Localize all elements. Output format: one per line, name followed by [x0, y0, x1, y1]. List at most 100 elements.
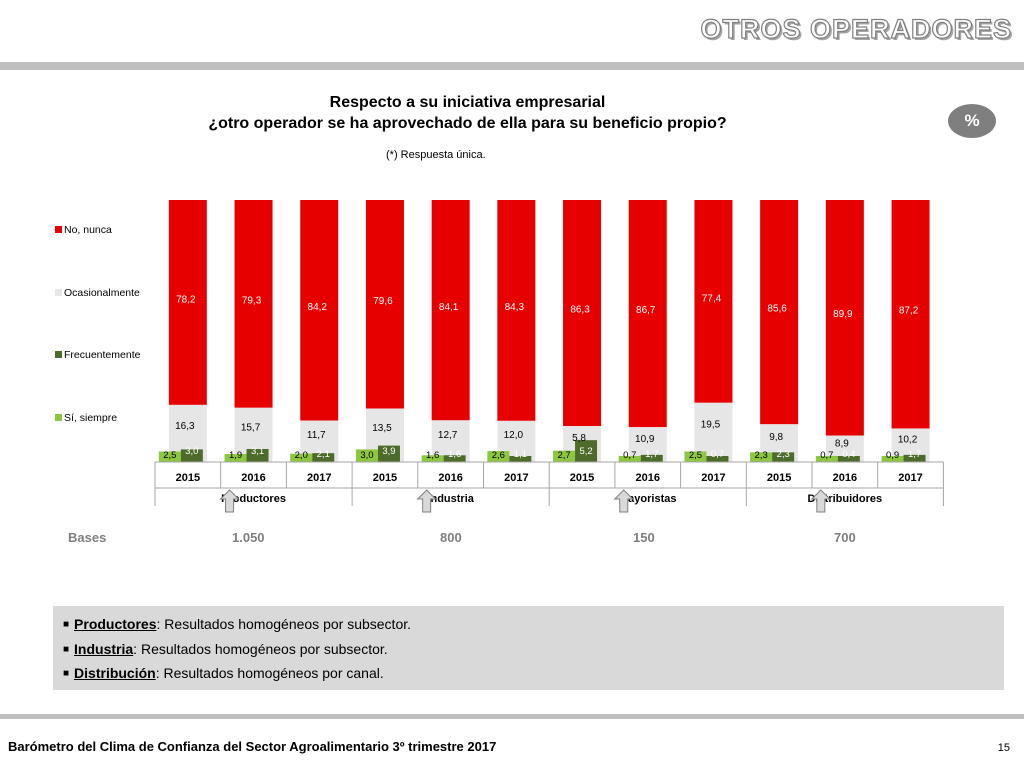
- bullet-icon: ■: [63, 619, 70, 630]
- note-item: ■ Productores: Resultados homogéneos por …: [63, 616, 411, 632]
- bar-frecuentemente: [772, 452, 795, 462]
- bar-si-siempre: [684, 451, 707, 462]
- bar-si-siempre: [355, 449, 378, 462]
- bases-value-industria: 800: [440, 530, 462, 545]
- data-label-si-siempre: 0,7: [820, 450, 833, 461]
- data-label-frecuentemente: 1,7: [908, 449, 921, 460]
- note-title: Industria: [74, 641, 134, 657]
- data-label-si-siempre: 3,0: [360, 450, 373, 461]
- x-tick-year: 2015: [767, 472, 791, 484]
- bar-frecuentemente: [903, 454, 926, 462]
- x-tick-year: 2015: [373, 472, 397, 484]
- data-label-frecuentemente: 2,3: [777, 449, 790, 460]
- up-arrow-icon: [219, 489, 240, 513]
- data-label-ocasionalmente: 10,9: [635, 434, 655, 445]
- bullet-icon: ■: [63, 644, 70, 655]
- note-item: ■ Distribución: Resultados homogéneos por…: [63, 665, 384, 681]
- bar-no-nunca: [168, 200, 207, 405]
- data-label-frecuentemente: 1,7: [645, 449, 658, 460]
- bar-no-nunca: [563, 200, 602, 427]
- bar-no-nunca: [431, 200, 470, 421]
- x-tick-year: 2017: [307, 472, 331, 484]
- note-separator: :: [156, 616, 161, 632]
- bar-si-siempre: [421, 455, 444, 462]
- page-number: 15: [997, 742, 1010, 754]
- data-label-no-nunca: 77,4: [702, 293, 722, 304]
- bar-frecuentemente: [443, 455, 466, 462]
- bar-si-siempre: [553, 450, 576, 462]
- x-tick-year: 2016: [438, 472, 462, 484]
- bar-si-siempre: [487, 451, 510, 462]
- data-label-ocasionalmente: 8,9: [835, 439, 849, 450]
- data-label-ocasionalmente: 12,0: [504, 430, 524, 441]
- notes-box: ■ Productores: Resultados homogéneos por …: [53, 606, 1004, 690]
- data-label-ocasionalmente: 9,8: [769, 432, 783, 443]
- data-label-si-siempre: 2,5: [163, 450, 176, 461]
- legend-label: Frecuentemente: [64, 349, 141, 361]
- data-label-no-nunca: 85,6: [767, 304, 787, 315]
- bar-si-siempre: [158, 451, 181, 462]
- legend-swatch: [55, 351, 62, 358]
- data-label-no-nunca: 86,3: [570, 305, 590, 316]
- data-label-no-nunca: 84,3: [505, 302, 525, 313]
- x-tick-year: 2015: [176, 472, 200, 484]
- chart-title-line2: ¿otro operador se ha aprovechado de ella…: [208, 115, 727, 132]
- legend-label: Sí, siempre: [64, 412, 117, 424]
- data-label-no-nunca: 84,1: [439, 302, 459, 313]
- x-tick-year: 2016: [241, 472, 265, 484]
- footer-text: Barómetro del Clima de Confianza del Sec…: [8, 739, 497, 754]
- x-tick-year: 2017: [504, 472, 528, 484]
- note-text: Resultados homogéneos por subsector.: [137, 641, 388, 657]
- data-label-frecuentemente: 1,6: [448, 449, 461, 460]
- note-item: ■ Industria: Resultados homogéneos por su…: [63, 641, 388, 657]
- bases-value-productores: 1.050: [232, 530, 265, 545]
- data-label-si-siempre: 2,7: [557, 450, 570, 461]
- data-label-si-siempre: 2,6: [492, 450, 505, 461]
- bar-no-nunca: [234, 200, 273, 408]
- data-label-si-siempre: 0,9: [886, 450, 899, 461]
- data-label-frecuentemente: 3,1: [251, 446, 264, 457]
- bar-no-nunca: [694, 200, 733, 403]
- bases-value-distribuidores: 700: [834, 530, 856, 545]
- note-text: Resultados homogéneos por subsector.: [160, 616, 412, 632]
- data-label-no-nunca: 89,9: [833, 309, 853, 320]
- bar-ocasionalmente: [431, 420, 470, 462]
- data-label-ocasionalmente: 19,5: [701, 420, 721, 431]
- bar-no-nunca: [365, 200, 404, 409]
- bar-si-siempre: [881, 456, 904, 462]
- note-separator: :: [155, 665, 160, 681]
- data-label-frecuentemente: 5,2: [579, 446, 592, 457]
- data-label-si-siempre: 1,6: [426, 450, 439, 461]
- x-tick-year: 2016: [636, 472, 660, 484]
- header-divider: [0, 62, 1024, 70]
- bar-no-nunca: [300, 200, 339, 421]
- data-label-frecuentemente: 0,4: [842, 449, 855, 460]
- bar-si-siempre: [224, 454, 247, 462]
- bases-label: Bases: [68, 530, 107, 545]
- note-separator: :: [133, 641, 138, 657]
- legend-swatch: [55, 226, 62, 233]
- data-label-ocasionalmente: 5,8: [572, 433, 586, 444]
- bar-no-nunca: [628, 200, 667, 428]
- up-arrow-icon: [810, 489, 832, 513]
- bar-si-siempre: [750, 452, 773, 462]
- data-label-si-siempre: 0,7: [623, 450, 636, 461]
- note-title: Distribución: [74, 665, 156, 681]
- bar-frecuentemente: [377, 445, 400, 462]
- x-tick-year: 2016: [833, 472, 857, 484]
- bar-no-nunca: [825, 200, 864, 436]
- data-label-frecuentemente: 3,0: [185, 446, 198, 457]
- note-title: Productores: [74, 616, 157, 632]
- x-tick-year: 2015: [570, 472, 594, 484]
- data-label-no-nunca: 79,6: [373, 296, 393, 307]
- percent-badge: %: [948, 104, 996, 138]
- bar-frecuentemente: [509, 456, 532, 462]
- x-tick-year: 2017: [898, 472, 922, 484]
- bar-frecuentemente: [246, 448, 269, 462]
- bar-frecuentemente: [312, 453, 335, 462]
- data-label-si-siempre: 2,5: [689, 450, 702, 461]
- up-arrow-icon: [613, 489, 634, 513]
- data-label-ocasionalmente: 10,2: [898, 435, 918, 446]
- x-group-label: Industria: [427, 493, 474, 505]
- x-group-label: Mayoristas: [619, 493, 676, 505]
